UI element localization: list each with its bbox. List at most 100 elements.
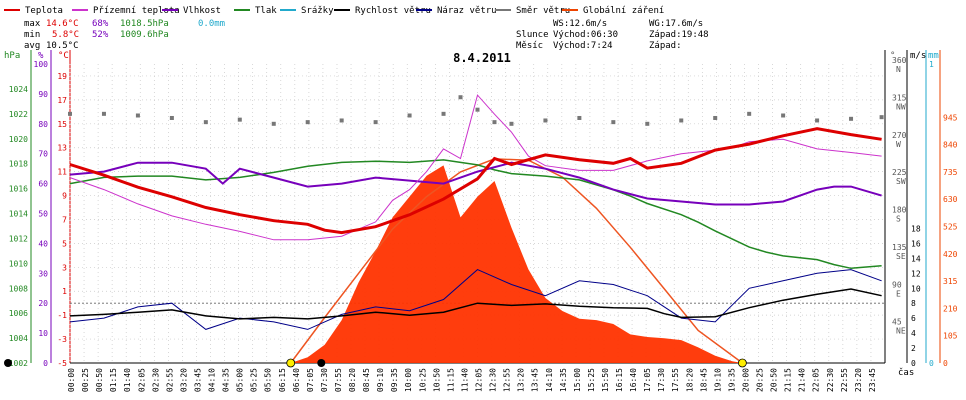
point-direction (645, 121, 650, 126)
tick-label-celsius: 7 (62, 215, 67, 224)
tick-label-hpa: 1002 (9, 359, 28, 368)
legend-label: Srážky (301, 6, 334, 16)
tick-label-percent: 10 (38, 329, 48, 338)
axis-title-ms: m/s (910, 51, 926, 61)
tick-label-rain: 0 (929, 359, 934, 368)
tick-label-compass: N (896, 65, 901, 74)
x-tick-label: 07:05 (306, 368, 315, 392)
x-tick-label: 15:25 (587, 368, 596, 392)
tick-label-direction: 315 (892, 93, 907, 102)
x-tick-label: 02:55 (165, 368, 174, 392)
tick-label-percent: 40 (38, 239, 48, 248)
x-tick-label: 03:20 (179, 368, 188, 392)
point-direction (237, 117, 242, 122)
tick-label-wind: 0 (911, 359, 916, 368)
x-tick-label: 19:35 (727, 368, 736, 392)
tick-label-wind: 18 (911, 224, 921, 233)
series-humidity (69, 161, 882, 206)
tick-label-direction: 90 (892, 280, 902, 289)
x-tick-label: 11:15 (446, 368, 455, 392)
tick-label-wind: 10 (911, 284, 921, 293)
x-tick-label: 00:25 (81, 368, 90, 392)
x-tick-label: 14:35 (559, 368, 568, 392)
tick-label-percent: 70 (38, 150, 48, 159)
tick-label-celsius: 11 (57, 168, 67, 177)
x-tick-label: 13:45 (531, 368, 540, 392)
tick-label-compass: SW (896, 177, 906, 186)
tick-label-percent: 0 (43, 359, 48, 368)
point-direction (679, 118, 684, 123)
tick-label-hpa: 1012 (9, 234, 28, 243)
tick-label-direction: 180 (892, 206, 907, 215)
legend-label: Náraz větru (437, 6, 497, 16)
tick-label-hpa: 1016 (9, 185, 28, 194)
legend-label: Teplota (25, 6, 63, 16)
tick-label-radiation: 735 (943, 168, 958, 177)
series-pressure (69, 159, 882, 270)
plot-area (4, 94, 884, 368)
tick-label-celsius: 9 (62, 192, 67, 201)
point-direction (373, 120, 378, 125)
x-tick-label: 03:45 (193, 368, 202, 392)
tick-label-wind: 6 (911, 314, 916, 323)
x-tick-label: 00:50 (95, 368, 104, 392)
legend-label: Tlak (255, 6, 277, 16)
series-wind (69, 288, 882, 320)
x-tick-label: 22:30 (826, 368, 835, 392)
x-tick-label: 15:50 (601, 368, 610, 392)
legend-label: Směr větru (516, 6, 570, 16)
tick-label-radiation: 840 (943, 141, 958, 150)
point-direction (879, 115, 884, 120)
stat-min-temp: 5.8°C (52, 30, 79, 40)
stat-max-press: 1018.5hPa (120, 19, 169, 29)
tick-label-compass: W (896, 140, 901, 149)
stat-avg-temp: 10.5°C (46, 41, 79, 51)
tick-label-direction: 270 (892, 131, 907, 140)
right-axes: ° m/s mmčas45NE90E135SE180S225SW270W315NW3… (884, 50, 958, 378)
point-direction (577, 115, 582, 120)
tick-label-wind: 12 (911, 269, 921, 278)
tick-label-percent: 20 (38, 299, 48, 308)
stat-min-press: 1009.6hPa (120, 30, 169, 40)
sun-set: Západ:19:48 (649, 30, 709, 40)
x-tick-label: 01:15 (109, 368, 118, 392)
x-tick-label: 06:40 (292, 368, 301, 392)
tick-label-radiation: 105 (943, 332, 958, 341)
tick-label-radiation: 210 (943, 304, 958, 313)
x-tick-label: 20:50 (770, 368, 779, 392)
point-direction (339, 118, 344, 123)
tick-label-hpa: 1008 (9, 284, 28, 293)
point-direction (271, 121, 276, 126)
x-tick-label: 16:40 (629, 368, 638, 392)
tick-label-hpa: 1022 (9, 110, 28, 119)
tick-label-wind: 8 (911, 299, 916, 308)
stat-min-label: min (24, 30, 40, 40)
axis-title-mm: mm (928, 51, 939, 61)
x-tick-label: 23:45 (868, 368, 877, 392)
x-tick-label: 06:15 (278, 368, 287, 392)
x-axis: 00:00 00:25 00:50 01:15 01:40 02:05 02:30 02:55… (67, 368, 877, 392)
x-tick-label: 09:35 (390, 368, 399, 392)
axis-title-celsius: °C (58, 51, 69, 61)
x-tick-label: 02:05 (137, 368, 146, 392)
x-tick-label: 12:55 (503, 368, 512, 392)
x-tick-label: 10:50 (432, 368, 441, 392)
axis-title-time: čas (898, 367, 914, 378)
x-tick-label: 23:20 (854, 368, 863, 392)
point-direction (458, 95, 463, 100)
point-direction (475, 107, 480, 112)
tick-label-compass: SE (896, 252, 906, 261)
x-tick-label: 13:20 (517, 368, 526, 392)
point-direction (747, 111, 752, 116)
x-tick-label: 01:40 (123, 368, 132, 392)
stat-max-temp: 14.6°C (46, 19, 79, 29)
x-tick-label: 10:00 (404, 368, 413, 392)
point-direction (407, 113, 412, 118)
tick-label-rain: 1 (929, 60, 934, 69)
tick-label-hpa: 1006 (9, 309, 28, 318)
tick-label-celsius: 13 (57, 144, 67, 153)
x-tick-label: 15:00 (573, 368, 582, 392)
series-radiation (290, 165, 743, 363)
point-direction (68, 111, 72, 116)
